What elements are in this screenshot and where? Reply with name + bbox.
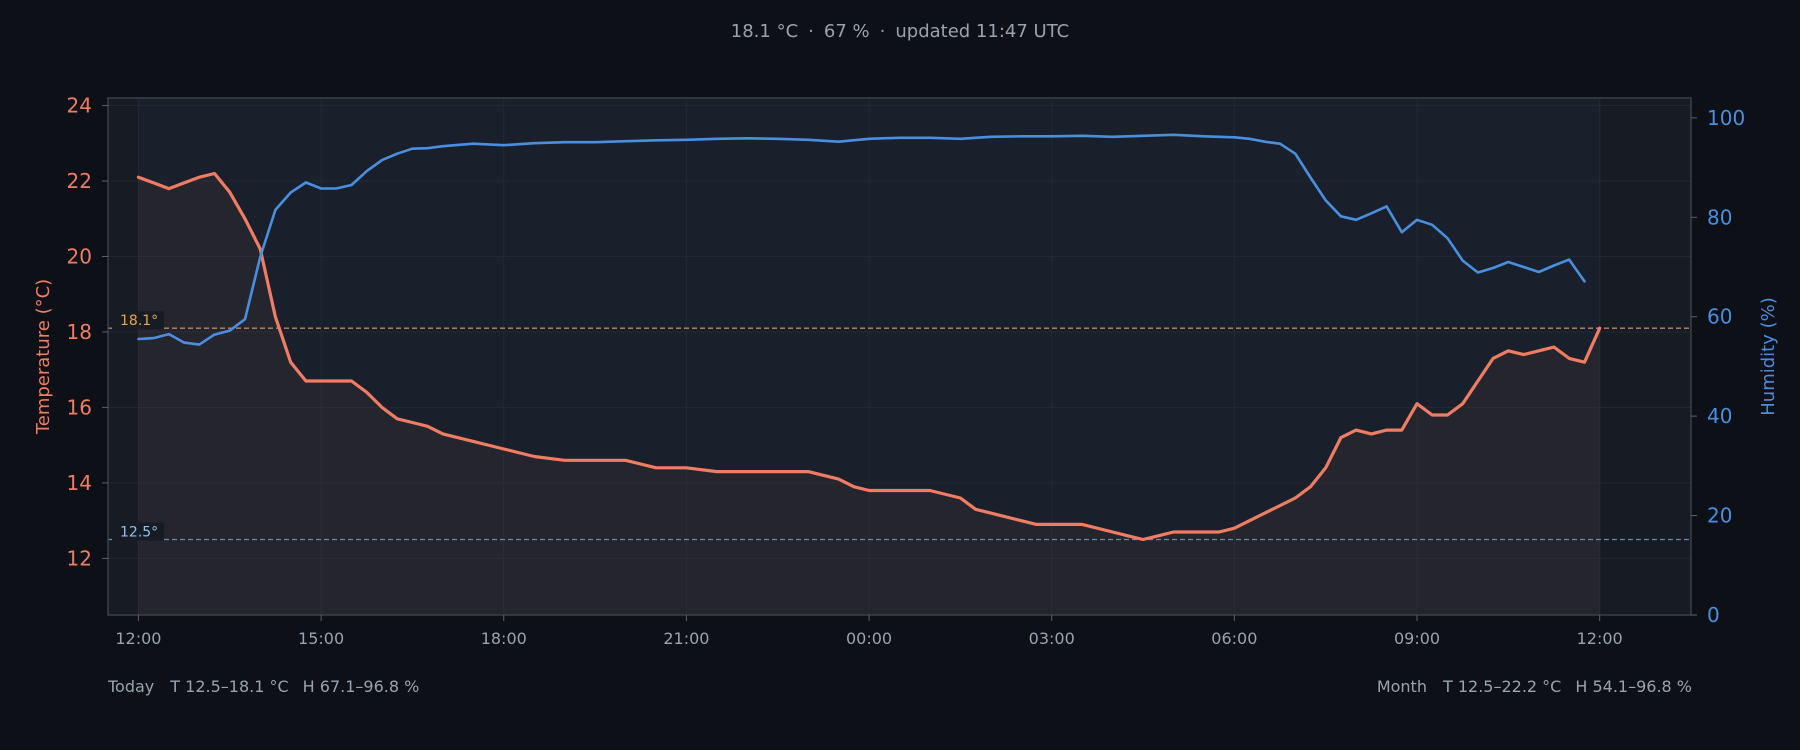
y-left-tick-label: 20 <box>67 244 92 268</box>
low-reference-label: 12.5° <box>120 525 158 541</box>
y-right-tick-label: 0 <box>1707 603 1720 627</box>
reference-label-backdrop <box>112 311 164 330</box>
today-summary: Today T 12.5–18.1 °C H 67.1–96.8 % <box>108 677 419 696</box>
temperature-area <box>138 173 1600 615</box>
updated-time: updated 11:47 UTC <box>895 21 1070 42</box>
y-right-tick-label: 80 <box>1707 205 1732 229</box>
y-right-tick-label: 20 <box>1707 504 1732 528</box>
current-temperature: 18.1 °C <box>730 21 799 42</box>
x-tick-label: 12:00 <box>1577 629 1623 648</box>
month-summary: Month T 12.5–22.2 °C H 54.1–96.8 % <box>1377 677 1692 696</box>
x-tick-label: 18:00 <box>481 629 527 648</box>
reference-label-backdrop <box>112 522 164 541</box>
month-humidity-range: H 54.1–96.8 % <box>1575 677 1692 696</box>
y-left-tick-label: 18 <box>67 320 92 344</box>
y-right-axis-label: Humidity (%) <box>1758 297 1779 416</box>
temperature-line <box>136 171 1602 542</box>
x-tick-label: 21:00 <box>663 629 709 648</box>
current-humidity: 67 % <box>823 21 870 42</box>
y-left-tick-label: 24 <box>67 94 92 118</box>
status-separator: · <box>808 21 814 42</box>
y-left-tick-label: 12 <box>67 546 92 570</box>
x-tick-label: 15:00 <box>298 629 344 648</box>
y-right-tick-label: 60 <box>1707 305 1732 329</box>
today-label: Today <box>108 677 155 696</box>
today-humidity-range: H 67.1–96.8 % <box>302 677 420 696</box>
status-line: 18.1 °C · 67 % · updated 11:47 UTC <box>0 21 1800 42</box>
y-left-tick-label: 14 <box>67 471 92 495</box>
month-temp-range: T 12.5–22.2 °C <box>1442 677 1562 696</box>
status-separator: · <box>879 21 886 42</box>
y-right-tick-label: 40 <box>1707 404 1732 428</box>
x-tick-label: 12:00 <box>115 629 161 648</box>
x-tick-label: 06:00 <box>1211 629 1257 648</box>
y-left-tick-label: 22 <box>67 169 92 193</box>
plot-frame <box>107 97 1692 616</box>
y-right-tick-label: 100 <box>1707 106 1745 130</box>
high-reference-label: 18.1° <box>120 313 158 329</box>
month-label: Month <box>1376 677 1427 696</box>
x-tick-label: 03:00 <box>1029 629 1075 648</box>
humidity-line <box>137 133 1586 346</box>
x-tick-label: 09:00 <box>1394 629 1440 648</box>
today-temp-range: T 12.5–18.1 °C <box>170 677 289 696</box>
y-left-tick-label: 16 <box>67 395 92 419</box>
y-left-axis-label: Temperature (°C) <box>33 279 54 435</box>
x-tick-label: 00:00 <box>846 629 892 648</box>
